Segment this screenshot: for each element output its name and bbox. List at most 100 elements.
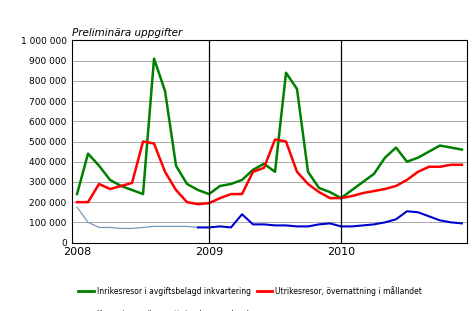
Utrikesresor, övernattning i mållandet: [85, 200, 91, 204]
Inrikesresor i avgiftsbelagd inkvartering: [184, 182, 189, 186]
Inrikesresor i avgiftsbelagd inkvartering: [283, 71, 288, 75]
Line: Kryssningar, övernattning bara ombord: Kryssningar, övernattning bara ombord: [198, 211, 461, 227]
Utrikesresor, övernattning i mållandet: [249, 170, 255, 174]
Utrikesresor, övernattning i mållandet: [260, 166, 266, 170]
Kryssningar, övernattning bara ombord: [425, 215, 431, 218]
Line: Inrikesresor i avgiftsbelagd inkvartering: Inrikesresor i avgiftsbelagd inkvarterin…: [77, 59, 461, 198]
Inrikesresor i avgiftsbelagd inkvartering: [118, 184, 124, 188]
Inrikesresor i avgiftsbelagd inkvartering: [162, 89, 168, 93]
Inrikesresor i avgiftsbelagd inkvartering: [140, 192, 146, 196]
Kryssningar, övernattning bara ombord: [316, 223, 321, 226]
Utrikesresor, övernattning i mållandet: [403, 178, 409, 182]
Utrikesresor, övernattning i mållandet: [294, 170, 299, 174]
Kryssningar, övernattning bara ombord: [283, 224, 288, 227]
Inrikesresor i avgiftsbelagd inkvartering: [436, 144, 442, 147]
Inrikesresor i avgiftsbelagd inkvartering: [403, 160, 409, 164]
Utrikesresor, övernattning i mållandet: [337, 196, 343, 200]
Utrikesresor, övernattning i mållandet: [238, 192, 244, 196]
Utrikesresor, övernattning i mållandet: [96, 182, 102, 186]
Kryssningar, övernattning bara ombord: [381, 220, 387, 224]
Inrikesresor i avgiftsbelagd inkvartering: [206, 192, 211, 196]
Kryssningar, övernattning bara ombord: [206, 225, 211, 229]
Utrikesresor, övernattning i mållandet: [327, 196, 332, 200]
Kryssningar, övernattning bara ombord: [249, 223, 255, 226]
Kryssningar, övernattning bara ombord: [447, 220, 453, 224]
Utrikesresor, övernattning i mållandet: [447, 163, 453, 167]
Utrikesresor, övernattning i mållandet: [425, 165, 431, 169]
Inrikesresor i avgiftsbelagd inkvartering: [327, 190, 332, 194]
Utrikesresor, övernattning i mållandet: [118, 184, 124, 188]
Inrikesresor i avgiftsbelagd inkvartering: [414, 156, 420, 160]
Utrikesresor, övernattning i mållandet: [173, 188, 178, 192]
Inrikesresor i avgiftsbelagd inkvartering: [96, 164, 102, 168]
Utrikesresor, övernattning i mållandet: [283, 140, 288, 143]
Kryssningar, övernattning bara ombord: [414, 210, 420, 214]
Kryssningar, övernattning bara ombord: [458, 221, 464, 225]
Line: Utrikesresor, övernattning i mållandet: Utrikesresor, övernattning i mållandet: [77, 139, 461, 204]
Inrikesresor i avgiftsbelagd inkvartering: [74, 192, 80, 196]
Kryssningar, övernattning bara ombord: [305, 225, 310, 228]
Utrikesresor, övernattning i mållandet: [348, 194, 354, 198]
Kryssningar, övernattning bara ombord: [327, 221, 332, 225]
Utrikesresor, övernattning i mållandet: [305, 182, 310, 186]
Inrikesresor i avgiftsbelagd inkvartering: [173, 164, 178, 168]
Inrikesresor i avgiftsbelagd inkvartering: [294, 87, 299, 91]
Inrikesresor i avgiftsbelagd inkvartering: [260, 162, 266, 165]
Kryssningar, övernattning bara ombord: [392, 217, 398, 221]
Utrikesresor, övernattning i mållandet: [370, 189, 376, 193]
Inrikesresor i avgiftsbelagd inkvartering: [151, 57, 157, 61]
Utrikesresor, övernattning i mållandet: [74, 200, 80, 204]
Inrikesresor i avgiftsbelagd inkvartering: [85, 152, 91, 156]
Kryssningar, övernattning bara ombord: [370, 223, 376, 226]
Inrikesresor i avgiftsbelagd inkvartering: [370, 172, 376, 176]
Utrikesresor, övernattning i mållandet: [129, 181, 135, 185]
Inrikesresor i avgiftsbelagd inkvartering: [316, 186, 321, 190]
Inrikesresor i avgiftsbelagd inkvartering: [129, 188, 135, 192]
Legend: Kryssningar, övernattning bara ombord: Kryssningar, övernattning bara ombord: [75, 307, 251, 311]
Utrikesresor, övernattning i mållandet: [381, 187, 387, 191]
Utrikesresor, övernattning i mållandet: [206, 201, 211, 205]
Utrikesresor, övernattning i mållandet: [414, 170, 420, 174]
Kryssningar, övernattning bara ombord: [403, 209, 409, 213]
Inrikesresor i avgiftsbelagd inkvartering: [272, 170, 278, 174]
Utrikesresor, övernattning i mållandet: [151, 142, 157, 146]
Inrikesresor i avgiftsbelagd inkvartering: [337, 196, 343, 200]
Utrikesresor, övernattning i mållandet: [436, 165, 442, 169]
Inrikesresor i avgiftsbelagd inkvartering: [195, 188, 200, 192]
Inrikesresor i avgiftsbelagd inkvartering: [425, 150, 431, 154]
Kryssningar, övernattning bara ombord: [348, 225, 354, 228]
Inrikesresor i avgiftsbelagd inkvartering: [228, 182, 233, 186]
Kryssningar, övernattning bara ombord: [228, 225, 233, 229]
Utrikesresor, övernattning i mållandet: [195, 202, 200, 206]
Utrikesresor, övernattning i mållandet: [184, 200, 189, 204]
Inrikesresor i avgiftsbelagd inkvartering: [305, 170, 310, 174]
Inrikesresor i avgiftsbelagd inkvartering: [447, 146, 453, 150]
Kryssningar, övernattning bara ombord: [260, 223, 266, 226]
Kryssningar, övernattning bara ombord: [238, 212, 244, 216]
Inrikesresor i avgiftsbelagd inkvartering: [392, 146, 398, 150]
Kryssningar, övernattning bara ombord: [294, 225, 299, 228]
Utrikesresor, övernattning i mållandet: [359, 191, 365, 195]
Inrikesresor i avgiftsbelagd inkvartering: [249, 168, 255, 172]
Utrikesresor, övernattning i mållandet: [140, 140, 146, 143]
Inrikesresor i avgiftsbelagd inkvartering: [238, 178, 244, 182]
Utrikesresor, övernattning i mållandet: [316, 190, 321, 194]
Kryssningar, övernattning bara ombord: [217, 225, 222, 228]
Text: Preliminära uppgifter: Preliminära uppgifter: [71, 28, 181, 38]
Utrikesresor, övernattning i mållandet: [458, 163, 464, 167]
Utrikesresor, övernattning i mållandet: [228, 192, 233, 196]
Kryssningar, övernattning bara ombord: [359, 224, 365, 227]
Inrikesresor i avgiftsbelagd inkvartering: [458, 148, 464, 151]
Inrikesresor i avgiftsbelagd inkvartering: [348, 188, 354, 192]
Inrikesresor i avgiftsbelagd inkvartering: [381, 156, 387, 160]
Inrikesresor i avgiftsbelagd inkvartering: [107, 178, 113, 182]
Kryssningar, övernattning bara ombord: [272, 224, 278, 227]
Utrikesresor, övernattning i mållandet: [107, 187, 113, 191]
Kryssningar, övernattning bara ombord: [195, 225, 200, 229]
Utrikesresor, övernattning i mållandet: [272, 137, 278, 141]
Utrikesresor, övernattning i mållandet: [162, 170, 168, 174]
Kryssningar, övernattning bara ombord: [436, 218, 442, 222]
Utrikesresor, övernattning i mållandet: [217, 196, 222, 200]
Kryssningar, övernattning bara ombord: [337, 225, 343, 228]
Inrikesresor i avgiftsbelagd inkvartering: [217, 184, 222, 188]
